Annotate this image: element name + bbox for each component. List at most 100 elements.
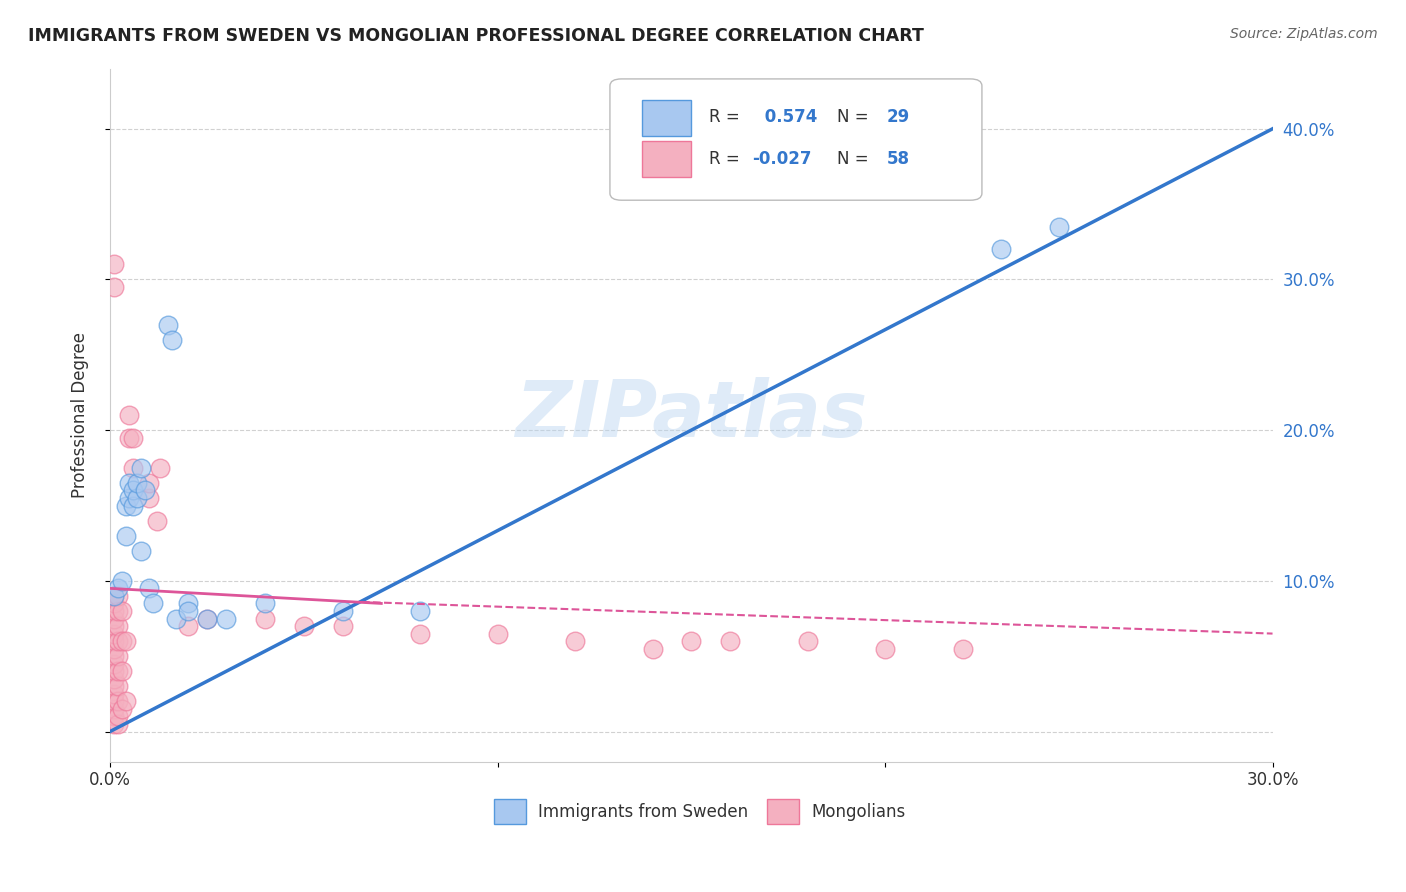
FancyBboxPatch shape [494, 799, 526, 824]
Point [103, 626, 125, 640]
Text: -0.027: -0.027 [752, 150, 811, 168]
Point [129, 543, 152, 558]
Point [103, 634, 125, 648]
Text: 0.574: 0.574 [759, 108, 817, 126]
FancyBboxPatch shape [643, 100, 692, 136]
Point [641, 641, 664, 656]
Point [127, 475, 149, 490]
Text: 29: 29 [887, 108, 910, 126]
Point [103, 589, 125, 603]
Point [103, 641, 125, 656]
FancyBboxPatch shape [643, 141, 692, 178]
Point [138, 491, 160, 505]
Point [111, 604, 134, 618]
Point [165, 611, 187, 625]
Point [107, 589, 129, 603]
Point [118, 431, 141, 445]
Point [127, 491, 149, 505]
Point [176, 597, 198, 611]
Point [796, 634, 818, 648]
Point [107, 649, 129, 664]
Point [103, 597, 125, 611]
Point [134, 483, 156, 498]
Point [103, 604, 125, 618]
Point [103, 679, 125, 693]
Point [103, 702, 125, 716]
Point [103, 611, 125, 625]
Point [118, 491, 141, 505]
Point [157, 318, 180, 332]
Text: ZIPatlas: ZIPatlas [515, 377, 868, 453]
Point [114, 694, 136, 708]
Point [254, 611, 277, 625]
Point [103, 709, 125, 723]
Point [107, 619, 129, 633]
Point [332, 604, 354, 618]
Point [107, 604, 129, 618]
Point [486, 626, 509, 640]
Point [114, 634, 136, 648]
Point [103, 280, 125, 294]
Point [122, 460, 145, 475]
Point [103, 257, 125, 271]
Text: N =: N = [837, 108, 873, 126]
Point [409, 604, 432, 618]
Point [873, 182, 896, 196]
Text: 58: 58 [887, 150, 910, 168]
Point [103, 687, 125, 701]
Point [111, 634, 134, 648]
Point [111, 702, 134, 716]
FancyBboxPatch shape [766, 799, 800, 824]
Text: Source: ZipAtlas.com: Source: ZipAtlas.com [1230, 27, 1378, 41]
Point [107, 694, 129, 708]
Point [952, 641, 974, 656]
FancyBboxPatch shape [610, 78, 981, 200]
Point [118, 475, 141, 490]
Point [138, 582, 160, 596]
Point [122, 499, 145, 513]
Text: Immigrants from Sweden: Immigrants from Sweden [538, 803, 748, 821]
Point [129, 460, 152, 475]
Point [107, 717, 129, 731]
Point [103, 649, 125, 664]
Point [149, 460, 172, 475]
Point [215, 611, 238, 625]
Point [114, 499, 136, 513]
Point [160, 333, 183, 347]
Point [107, 634, 129, 648]
Point [195, 611, 218, 625]
Point [122, 483, 145, 498]
Point [103, 694, 125, 708]
Point [111, 574, 134, 588]
Point [145, 514, 167, 528]
Text: N =: N = [837, 150, 873, 168]
Text: IMMIGRANTS FROM SWEDEN VS MONGOLIAN PROFESSIONAL DEGREE CORRELATION CHART: IMMIGRANTS FROM SWEDEN VS MONGOLIAN PROF… [28, 27, 924, 45]
Point [107, 679, 129, 693]
Text: R =: R = [709, 150, 745, 168]
Point [103, 619, 125, 633]
Point [195, 611, 218, 625]
Point [990, 243, 1012, 257]
Point [107, 582, 129, 596]
Point [332, 619, 354, 633]
Point [176, 619, 198, 633]
Point [409, 626, 432, 640]
Point [103, 672, 125, 686]
Point [254, 597, 277, 611]
Point [564, 634, 586, 648]
Point [107, 709, 129, 723]
Point [103, 589, 125, 603]
Point [873, 641, 896, 656]
Text: Mongolians: Mongolians [811, 803, 905, 821]
Text: R =: R = [709, 108, 745, 126]
Point [1047, 219, 1070, 234]
Point [118, 408, 141, 422]
Point [103, 717, 125, 731]
Point [176, 604, 198, 618]
Point [103, 657, 125, 671]
Point [718, 634, 741, 648]
Point [103, 665, 125, 679]
Point [138, 475, 160, 490]
Point [107, 665, 129, 679]
Point [142, 597, 165, 611]
